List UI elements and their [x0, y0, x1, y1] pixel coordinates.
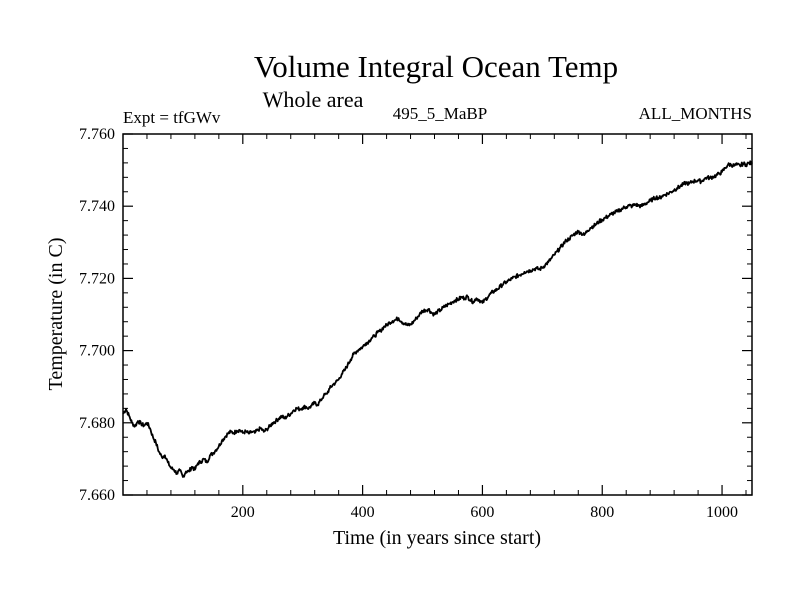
- period-annotation: 495_5_MaBP: [393, 104, 487, 123]
- y-tick-label: 7.700: [79, 343, 115, 360]
- x-tick-label: 1000: [706, 504, 738, 521]
- y-axis-major-ticks: [123, 133, 752, 496]
- x-axis-major-ticks: [242, 134, 723, 495]
- y-tick-label: 7.660: [79, 487, 115, 504]
- y-tick-label: 7.760: [79, 126, 115, 143]
- x-tick-label: 200: [231, 504, 255, 521]
- plot-frame: [122, 133, 753, 496]
- chart-subtitle: Whole area: [263, 87, 364, 112]
- x-axis-label: Time (in years since start): [333, 527, 541, 549]
- months-annotation: ALL_MONTHS: [639, 104, 752, 123]
- x-tick-label: 800: [590, 504, 614, 521]
- y-tick-label: 7.740: [79, 198, 115, 215]
- y-tick-label: 7.680: [79, 415, 115, 432]
- y-axis-tick-labels: 7.660 7.680 7.700 7.720 7.740 7.760: [79, 126, 115, 504]
- y-axis-minor-ticks: [123, 147, 752, 482]
- experiment-annotation: Expt = tfGWv: [123, 108, 221, 127]
- temperature-series-line: [122, 160, 753, 478]
- y-axis-label: Temperature (in C): [45, 238, 67, 391]
- chart-title: Volume Integral Ocean Temp: [254, 49, 618, 84]
- x-axis-minor-ticks: [146, 134, 747, 495]
- y-tick-label: 7.720: [79, 270, 115, 287]
- x-tick-label: 400: [351, 504, 375, 521]
- x-axis-tick-labels: 200 400 600 800 1000: [231, 504, 738, 521]
- x-tick-label: 600: [470, 504, 494, 521]
